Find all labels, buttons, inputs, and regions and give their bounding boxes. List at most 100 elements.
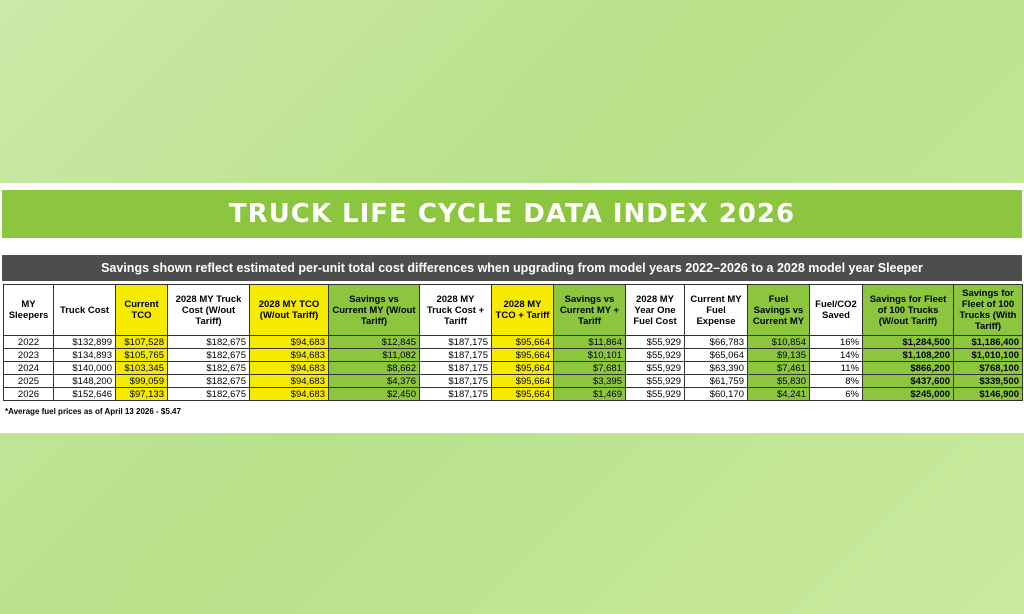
table-cell: $339,500 [953,374,1023,388]
column-header: Truck Cost [53,284,116,336]
table-cell: $187,175 [419,361,492,375]
table-header-row: MY Sleepers Truck Cost Current TCO 2028 MY … [3,284,1023,336]
table-cell: 2022 [3,335,54,349]
column-header: Fuel Savings vs Current MY [747,284,810,336]
column-header: 2028 MY Truck Cost + Tariff [419,284,492,336]
table-cell: $140,000 [53,361,116,375]
page-title: TRUCK LIFE CYCLE DATA INDEX 2026 [228,199,796,229]
table-cell: $94,683 [249,335,329,349]
table-cell: $11,864 [553,335,626,349]
table-row: 2024 $140,000 $103,345 $182,675 $94,683 $8,66… [3,361,1023,375]
table-body: 2022 $132,899 $107,528 $182,675 $94,683 $12,8… [3,335,1023,401]
table-cell: $1,108,200 [862,348,954,362]
table-cell: $182,675 [167,335,250,349]
table-row: 2022 $132,899 $107,528 $182,675 $94,683 $12,8… [3,335,1023,349]
table-cell: $94,683 [249,361,329,375]
table-cell: $61,759 [684,374,748,388]
column-header: Savings vs Current MY (W/out Tariff) [328,284,420,336]
table-cell: $107,528 [115,335,168,349]
table-cell: $55,929 [625,361,685,375]
column-header: 2028 MY TCO + Tariff [491,284,554,336]
table-cell: $10,854 [747,335,810,349]
table-cell: $245,000 [862,387,954,401]
table-cell: 2026 [3,387,54,401]
table-cell: $9,135 [747,348,810,362]
table-cell: 11% [809,361,863,375]
table-cell: $182,675 [167,374,250,388]
table-cell: $152,646 [53,387,116,401]
table-cell: $7,461 [747,361,810,375]
table-cell: 8% [809,374,863,388]
table-cell: $187,175 [419,374,492,388]
footnote: *Average fuel prices as of April 13 2026… [5,407,181,416]
column-header: Savings vs Current MY + Tariff [553,284,626,336]
table-cell: $1,284,500 [862,335,954,349]
table-cell: 16% [809,335,863,349]
column-header: Savings for Fleet of 100 Trucks (With Ta… [953,284,1023,336]
column-header: MY Sleepers [3,284,54,336]
table-cell: 2024 [3,361,54,375]
subtitle-banner: Savings shown reflect estimated per-unit… [2,255,1022,281]
table-cell: $7,681 [553,361,626,375]
column-header: 2028 MY Year One Fuel Cost [625,284,685,336]
table-row: 2023 $134,893 $105,765 $182,675 $94,683 $11,0… [3,348,1023,362]
table-cell: $866,200 [862,361,954,375]
table-cell: $95,664 [491,374,554,388]
table-cell: 2023 [3,348,54,362]
table-cell: $95,664 [491,348,554,362]
table-cell: $4,241 [747,387,810,401]
table-cell: $65,064 [684,348,748,362]
table-cell: $10,101 [553,348,626,362]
table-cell: $134,893 [53,348,116,362]
table-cell: $94,683 [249,374,329,388]
table-cell: $55,929 [625,374,685,388]
table-cell: $148,200 [53,374,116,388]
table-cell: $182,675 [167,348,250,362]
table-cell: $11,082 [328,348,420,362]
table-cell: $95,664 [491,361,554,375]
table-cell: $55,929 [625,387,685,401]
table-cell: $4,376 [328,374,420,388]
table-cell: $1,010,100 [953,348,1023,362]
table-cell: 14% [809,348,863,362]
table-cell: $103,345 [115,361,168,375]
table-cell: $99,059 [115,374,168,388]
table-row: 2026 $152,646 $97,133 $182,675 $94,683 $2,450… [3,387,1023,401]
table-cell: $1,186,400 [953,335,1023,349]
column-header: Fuel/CO2 Saved [809,284,863,336]
table-cell: $66,783 [684,335,748,349]
column-header: Current MY Fuel Expense [684,284,748,336]
table-cell: $95,664 [491,387,554,401]
column-header: 2028 MY TCO (W/out Tariff) [249,284,329,336]
column-header: Current TCO [115,284,168,336]
table-cell: $182,675 [167,387,250,401]
column-header: 2028 MY Truck Cost (W/out Tariff) [167,284,250,336]
table-cell: $146,900 [953,387,1023,401]
column-header: Savings for Fleet of 100 Trucks (W/out T… [862,284,954,336]
table-cell: $12,845 [328,335,420,349]
table-cell: $63,390 [684,361,748,375]
data-table: MY Sleepers Truck Cost Current TCO 2028 MY … [3,284,1023,401]
table-cell: $55,929 [625,335,685,349]
table-cell: $132,899 [53,335,116,349]
table-cell: $768,100 [953,361,1023,375]
table-cell: $97,133 [115,387,168,401]
table-cell: $437,600 [862,374,954,388]
table-cell: $94,683 [249,387,329,401]
title-banner: TRUCK LIFE CYCLE DATA INDEX 2026 [2,190,1022,238]
table-cell: $2,450 [328,387,420,401]
table-cell: $60,170 [684,387,748,401]
table-cell: $182,675 [167,361,250,375]
table-cell: $3,395 [553,374,626,388]
page-subtitle: Savings shown reflect estimated per-unit… [101,261,923,275]
table-cell: 6% [809,387,863,401]
table-cell: $55,929 [625,348,685,362]
table-row: 2025 $148,200 $99,059 $182,675 $94,683 $4,376… [3,374,1023,388]
table-cell: $187,175 [419,387,492,401]
table-cell: $8,662 [328,361,420,375]
table-cell: $187,175 [419,335,492,349]
table-cell: $95,664 [491,335,554,349]
table-cell: $1,469 [553,387,626,401]
table-cell: $187,175 [419,348,492,362]
table-cell: 2025 [3,374,54,388]
